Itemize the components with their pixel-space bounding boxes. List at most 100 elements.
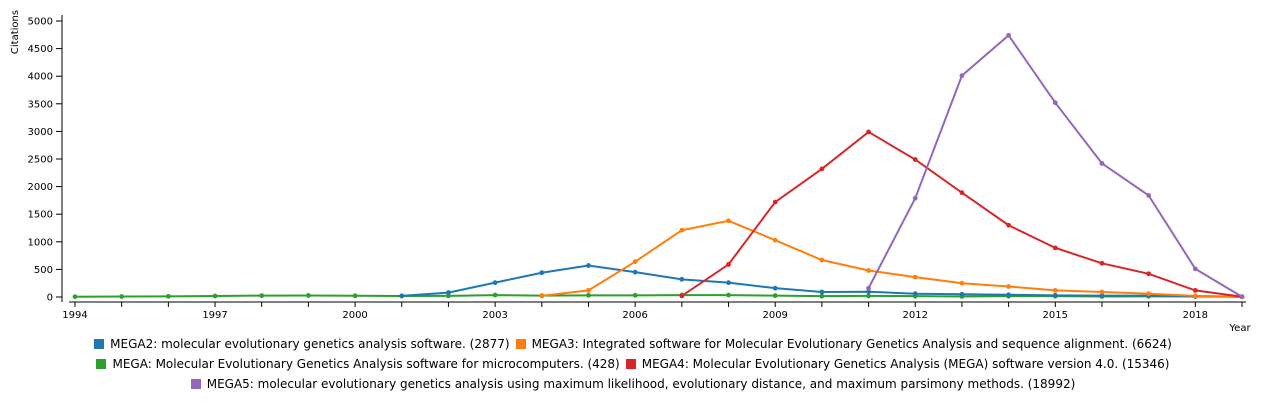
data-point [866,268,871,273]
data-point [306,293,311,298]
data-point [399,293,405,299]
legend-label: MEGA4: Molecular Evolutionary Genetics A… [641,357,1170,371]
legend-item[interactable]: MEGA4: Molecular Evolutionary Genetics A… [625,354,1170,374]
citations-line-chart: 0 500 1000 1500 2000 2500 3000 3500 4000 4500 5000… [10,10,1251,334]
y-tick-label: 2000 [28,182,53,193]
legend-item[interactable]: MEGA: Molecular Evolutionary Genetics An… [96,354,620,374]
data-point [165,293,171,299]
data-point [912,274,918,280]
legend-swatch [94,339,105,349]
data-point [586,263,591,268]
legend-item[interactable]: MEGA2: molecular evolutionary genetics a… [94,334,510,354]
data-point [866,285,871,291]
data-point [1192,266,1198,272]
data-point [352,293,358,299]
data-point [446,290,451,295]
data-point [1006,284,1011,289]
y-tick-label: 2500 [28,155,53,166]
data-point [866,289,871,295]
data-point [446,293,451,299]
legend-row: MEGA2: molecular evolutionary genetics a… [0,334,1266,354]
data-point [1052,245,1058,251]
legend-row: MEGA5: molecular evolutionary genetics a… [0,374,1266,394]
data-point [959,73,965,79]
data-point [726,280,731,286]
y-tick-label: 1000 [28,237,53,248]
legend-label: MEGA5: molecular evolutionary genetics a… [206,377,1076,391]
x-axis-label: Year [1228,323,1251,334]
data-point [866,293,871,299]
y-tick-label: 5000 [28,17,53,28]
data-point [539,270,545,276]
chart-legend: MEGA2: molecular evolutionary genetics a… [0,334,1266,394]
data-point [1006,32,1011,38]
y-tick-label: 0 [47,293,53,304]
data-point [212,293,218,299]
data-point [1146,291,1152,297]
data-point [772,293,778,299]
x-tick-label: 2006 [622,310,647,321]
x-axis: 1994 1997 2000 2003 2006 2009 2012 2015 2018 [62,301,1246,321]
y-axis-label: Citations [10,10,21,54]
data-point [679,293,685,299]
data-point [726,292,731,298]
data-point [959,280,965,286]
legend-item[interactable]: MEGA5: molecular evolutionary genetics a… [190,374,1076,394]
series-line-3 [681,130,1243,298]
data-point [912,291,918,297]
data-point [819,257,825,263]
data-point [726,218,731,224]
data-point [632,269,638,275]
data-point [866,129,871,135]
data-point [912,195,918,201]
data-point [1099,293,1105,299]
data-point [539,293,545,299]
data-point [1099,161,1105,166]
data-point [772,199,778,205]
data-point [1146,271,1152,277]
data-point [819,166,825,172]
legend-swatch [515,339,526,349]
legend-label: MEGA3: Integrated software for Molecular… [531,337,1172,351]
data-point [1006,222,1011,228]
data-point [912,157,918,162]
series-line-2 [541,219,1243,298]
x-tick-label: 2012 [903,310,928,321]
data-point [1239,294,1245,300]
data-point [1052,287,1058,293]
data-point [1192,287,1198,293]
x-tick-label: 2009 [762,310,787,321]
y-tick-label: 3500 [28,99,53,110]
x-tick-label: 2015 [1043,310,1068,321]
legend-swatch [96,359,107,369]
data-point [1052,292,1058,298]
data-point [1099,289,1105,295]
y-tick-label: 500 [34,265,53,276]
data-point [632,259,638,265]
x-tick-label: 1994 [62,310,87,321]
data-point [959,291,965,297]
data-point [632,292,638,298]
data-point [586,287,591,293]
data-point [492,280,498,286]
data-point [1006,292,1011,298]
legend-label: MEGA: Molecular Evolutionary Genetics An… [112,357,620,371]
data-point [819,289,825,295]
x-tick-label: 2003 [482,310,507,321]
data-point [1052,100,1058,106]
data-point [1099,260,1105,266]
x-tick-label: 1997 [202,310,227,321]
data-point [679,276,685,282]
series-points [72,32,1245,300]
data-point [726,262,731,267]
legend-label: MEGA2: molecular evolutionary genetics a… [110,337,510,351]
data-point [586,292,591,298]
y-tick-label: 1500 [28,210,53,221]
legend-item[interactable]: MEGA3: Integrated software for Molecular… [515,334,1172,354]
data-point [72,294,78,300]
legend-swatch [625,359,636,369]
data-point [959,190,965,196]
data-point [259,293,265,299]
data-point [119,294,125,299]
data-point [772,237,778,243]
